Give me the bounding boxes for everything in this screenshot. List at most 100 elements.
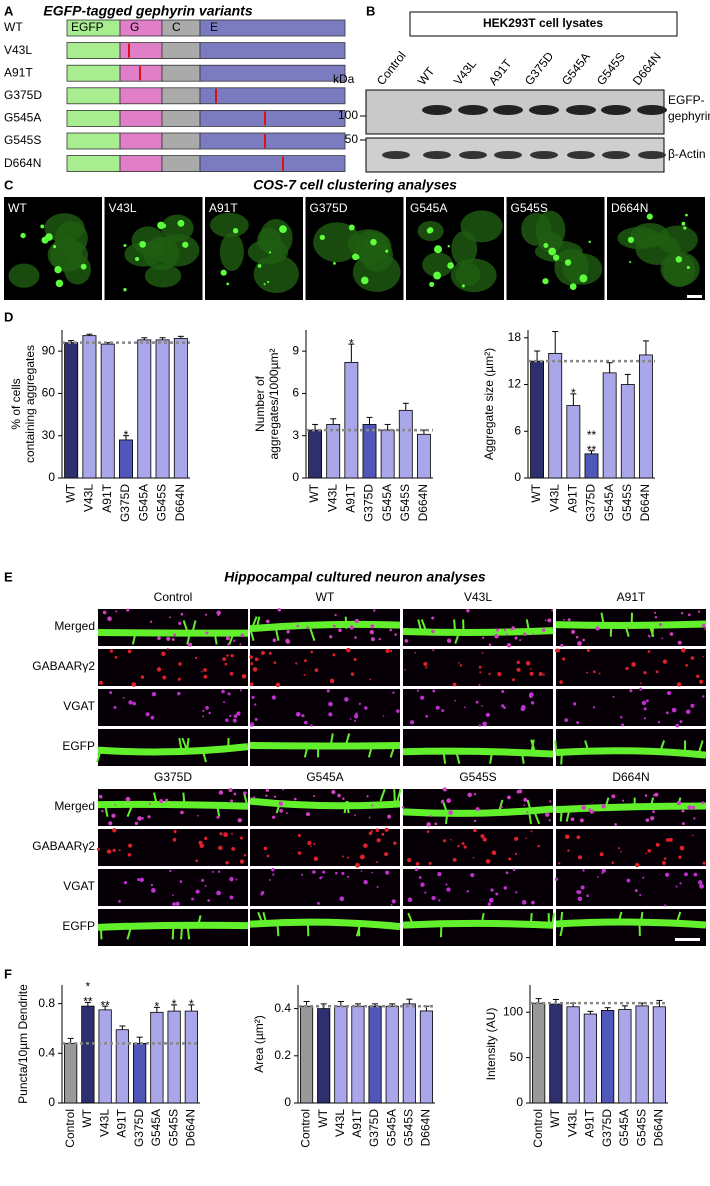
puncta: [491, 850, 497, 856]
puncta: [172, 894, 174, 896]
puncta: [657, 720, 661, 724]
bar: [602, 372, 617, 479]
marker: 100: [338, 108, 358, 122]
aggregate: [257, 264, 262, 268]
puncta: [273, 661, 277, 664]
micrograph: G375D: [305, 197, 404, 300]
puncta: [304, 659, 307, 663]
puncta: [279, 808, 283, 813]
spine: [454, 631, 461, 644]
puncta: [328, 701, 333, 707]
puncta: [675, 723, 679, 728]
puncta: [205, 631, 209, 635]
dendrite: [249, 620, 401, 633]
puncta: [371, 804, 374, 807]
puncta: [371, 829, 374, 832]
aggregate: [45, 233, 53, 241]
image: [98, 829, 248, 866]
neuron-image: [249, 909, 401, 946]
puncta: [523, 804, 526, 807]
puncta: [303, 720, 308, 725]
x-tick-label: A91T: [350, 1108, 364, 1137]
puncta: [249, 722, 255, 727]
puncta: [354, 618, 359, 624]
puncta: [227, 643, 230, 646]
puncta: [654, 792, 659, 797]
x-tick-label: D664N: [416, 484, 430, 521]
aggregate: [123, 288, 127, 292]
aggregate: [681, 221, 686, 226]
puncta: [203, 674, 208, 679]
aggregate: [564, 259, 572, 266]
puncta: [303, 673, 306, 676]
spine: [276, 924, 280, 937]
x-tick-label: V43L: [333, 1109, 347, 1137]
panel-label: A: [4, 3, 14, 18]
image: [98, 689, 248, 726]
puncta: [611, 861, 614, 864]
bar: [416, 433, 431, 479]
y-tick-label: 0.8: [38, 996, 55, 1010]
band: [638, 151, 666, 159]
row-label: EGFP: [62, 739, 95, 753]
puncta: [195, 889, 200, 894]
row-label: Merged: [54, 619, 95, 633]
cell: [8, 263, 40, 288]
spine: [343, 800, 348, 814]
domain: [199, 110, 346, 127]
significance: *: [349, 336, 354, 350]
spine: [455, 751, 461, 764]
neuron-image: [554, 729, 707, 766]
puncta: [261, 651, 265, 655]
puncta: [704, 628, 707, 631]
puncta: [229, 895, 234, 900]
spine: [186, 927, 191, 940]
puncta: [329, 635, 333, 639]
spine: [520, 751, 525, 764]
y-tick-label: 0.4: [38, 1045, 55, 1059]
x-tick-label: D664N: [173, 484, 187, 521]
bar: [119, 439, 133, 479]
row-label: D664N: [4, 156, 41, 170]
puncta: [494, 634, 499, 639]
puncta: [111, 813, 116, 818]
puncta: [551, 609, 554, 612]
puncta: [479, 671, 482, 674]
puncta: [225, 718, 229, 722]
puncta: [619, 716, 623, 719]
puncta: [661, 861, 666, 865]
aggregate: [370, 238, 377, 246]
puncta: [702, 623, 706, 628]
image: [250, 649, 400, 686]
puncta: [112, 848, 116, 853]
row-label: Merged: [54, 799, 95, 813]
lane-label: G375D: [522, 49, 557, 88]
puncta: [404, 668, 406, 671]
y-tick-label: 0: [48, 1095, 55, 1109]
puncta: [665, 838, 670, 842]
image-label: D664N: [611, 201, 648, 215]
cell: [455, 263, 481, 286]
puncta: [353, 714, 359, 719]
band: [601, 105, 631, 115]
micrograph: G545A: [406, 197, 504, 300]
puncta: [309, 845, 312, 847]
puncta: [125, 796, 131, 802]
scale-bar: [675, 938, 700, 941]
domain: [161, 110, 201, 127]
puncta: [592, 670, 596, 674]
lane-label: D664N: [630, 50, 664, 88]
puncta: [671, 707, 677, 713]
spine: [393, 789, 396, 802]
puncta: [641, 700, 647, 706]
spine: [367, 745, 374, 758]
puncta: [505, 871, 509, 875]
dendrite: [555, 620, 707, 629]
neuron-image: [250, 868, 400, 906]
puncta: [667, 690, 672, 696]
domain: [199, 64, 346, 82]
puncta: [233, 792, 237, 796]
puncta: [384, 827, 389, 832]
aggregate: [543, 243, 549, 249]
puncta: [461, 842, 465, 846]
